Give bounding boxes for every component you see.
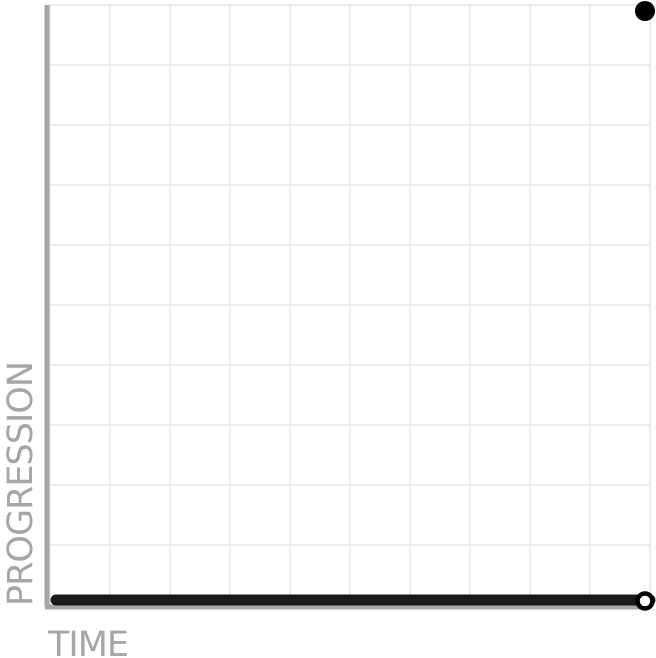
points-group bbox=[635, 1, 655, 611]
point-filled bbox=[635, 1, 655, 21]
x-axis-label: TIME bbox=[47, 625, 128, 658]
grid bbox=[49, 4, 651, 606]
point-open bbox=[635, 591, 655, 611]
y-axis-label: PROGRESSION bbox=[1, 362, 41, 606]
